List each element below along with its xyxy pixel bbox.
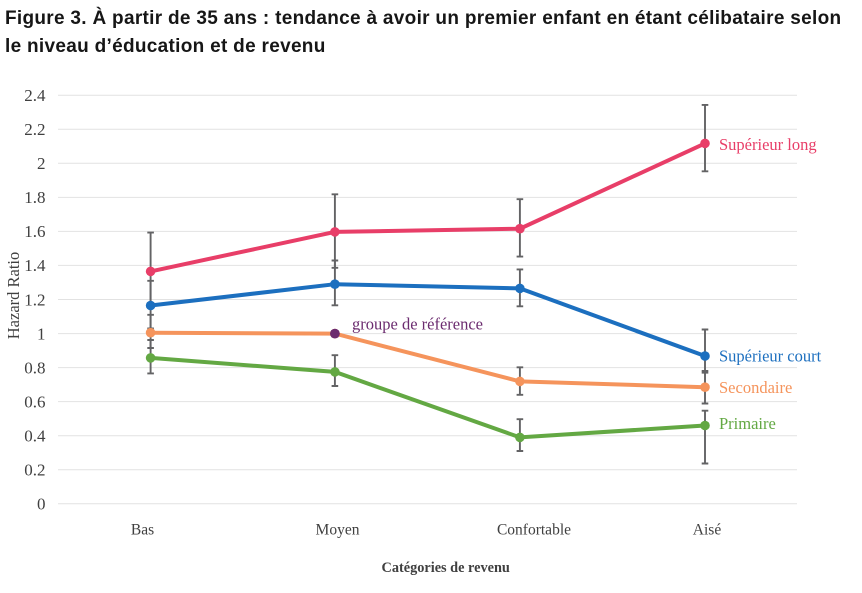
svg-text:Supérieur court: Supérieur court	[719, 347, 822, 366]
svg-text:groupe de référence: groupe de référence	[352, 315, 483, 334]
svg-text:Supérieur long: Supérieur long	[719, 135, 817, 154]
svg-text:Bas: Bas	[131, 522, 154, 539]
svg-text:0.2: 0.2	[24, 461, 45, 480]
svg-text:Secondaire: Secondaire	[719, 378, 792, 397]
svg-text:0.4: 0.4	[24, 427, 46, 446]
svg-text:Confortable: Confortable	[497, 522, 571, 539]
svg-text:0.6: 0.6	[24, 392, 45, 411]
svg-text:Primaire: Primaire	[719, 414, 776, 433]
svg-text:1: 1	[37, 324, 46, 343]
svg-text:2.4: 2.4	[24, 86, 46, 105]
svg-text:2: 2	[37, 154, 46, 173]
svg-text:Catégories de revenu: Catégories de revenu	[382, 560, 510, 576]
svg-text:Aisé: Aisé	[693, 522, 722, 539]
svg-text:0: 0	[37, 495, 46, 514]
svg-text:1.4: 1.4	[24, 256, 46, 275]
svg-text:Hazard Ratio: Hazard Ratio	[4, 252, 23, 340]
svg-text:1.8: 1.8	[24, 188, 45, 207]
svg-text:1.6: 1.6	[24, 222, 45, 241]
svg-text:1.2: 1.2	[24, 290, 45, 309]
svg-text:2.2: 2.2	[24, 120, 45, 139]
svg-text:0.8: 0.8	[24, 358, 45, 377]
svg-text:Moyen: Moyen	[316, 522, 360, 539]
